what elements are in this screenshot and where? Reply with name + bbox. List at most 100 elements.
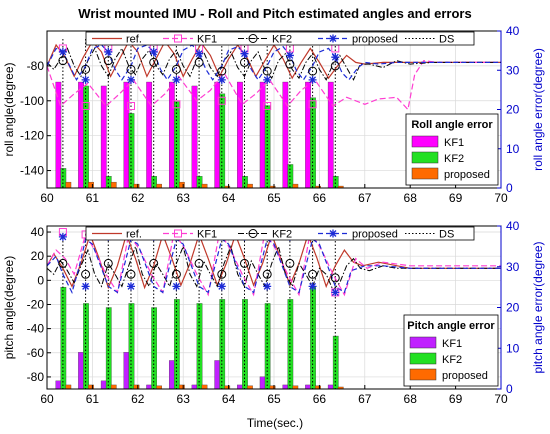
marker-kf2	[194, 57, 204, 67]
legend-marker-kf2	[248, 229, 258, 238]
marker-kf2	[149, 258, 159, 268]
marker-kf2	[81, 269, 91, 279]
error-legend-label: KF1	[442, 338, 462, 350]
error-bar-proposed	[247, 183, 253, 189]
error-bar-kf1	[146, 384, 152, 390]
x-tick-label: 62	[131, 392, 145, 406]
error-bar-kf1	[123, 352, 130, 390]
error-bar-kf2	[151, 307, 157, 390]
error-bar-proposed	[88, 181, 94, 189]
marker-kf2	[149, 57, 159, 67]
error-bar-proposed	[201, 183, 208, 189]
y-tick-label: 0	[37, 273, 44, 287]
y2-tick-label: 40	[506, 219, 520, 233]
error-legend-title: Pitch angle error	[407, 320, 495, 332]
marker-proposed	[240, 49, 249, 58]
error-bar-kf2	[60, 286, 67, 390]
y-tick-label: -40	[27, 322, 45, 336]
error-bar-kf1	[78, 81, 84, 189]
marker-kf1	[308, 100, 317, 109]
marker-proposed	[58, 232, 67, 241]
marker-proposed	[104, 47, 113, 56]
error-bar-proposed	[178, 384, 185, 390]
x-tick-label: 69	[449, 392, 463, 406]
legend-label: ref.	[126, 34, 142, 46]
legend-marker-proposed	[329, 229, 337, 238]
y-tick-label: 40	[31, 225, 45, 239]
x-tick-label: 69	[449, 191, 463, 205]
line-legend-box	[85, 31, 475, 46]
legend-label: KF1	[197, 34, 217, 46]
error-bar-proposed	[292, 183, 299, 189]
pitch-panel: 60 61 62 63 64 65 66 67 68 69 70 -80 -60 -40 -20 0 20 40 0…	[2, 219, 545, 406]
legend-marker-kf1	[174, 34, 182, 43]
marker-kf2	[330, 61, 340, 71]
error-bar-proposed	[65, 384, 72, 390]
marker-proposed	[308, 75, 317, 84]
error-bar-proposed	[110, 181, 117, 189]
marker-kf2	[103, 56, 113, 66]
y-tick-label: -60	[27, 346, 45, 360]
legend-label: proposed	[352, 34, 398, 46]
marker-kf2	[285, 258, 295, 268]
x-tick-label: 67	[358, 191, 372, 205]
line-legend-box	[85, 226, 475, 241]
error-bar-kf1	[237, 384, 243, 390]
marker-proposed	[263, 282, 272, 291]
error-legend-label: KF2	[442, 354, 462, 366]
y-tick-label: -100	[20, 94, 44, 108]
error-bar-proposed	[201, 384, 208, 390]
error-bar-proposed	[178, 181, 185, 189]
error-bar-proposed	[88, 384, 94, 390]
x-tick-label: 63	[177, 392, 191, 406]
x-tick-label: 61	[86, 191, 100, 205]
marker-kf1	[217, 96, 226, 105]
y-tick-label: 20	[31, 249, 45, 263]
marker-kf2	[217, 66, 227, 76]
marker-proposed	[217, 75, 226, 84]
x-axis-label: Time(sec.)	[247, 416, 303, 430]
marker-kf1	[126, 102, 135, 111]
marker-kf2	[262, 269, 272, 279]
x-tick-label: 61	[86, 392, 100, 406]
y-tick-label: -140	[20, 164, 44, 178]
error-bar-kf1	[305, 384, 311, 390]
legend-label: DS	[439, 34, 454, 46]
error-bar-kf1	[282, 81, 289, 189]
error-bar-kf1	[259, 81, 266, 189]
error-bar-kf2	[173, 299, 180, 390]
x-tick-label: 65	[267, 392, 281, 406]
error-bar-kf1	[168, 81, 175, 189]
legend-label: DS	[439, 229, 454, 241]
marker-proposed	[217, 282, 226, 291]
x-tick-label: 66	[313, 392, 327, 406]
y-axis-label: pitch angle(degree)	[2, 256, 16, 359]
error-bar-proposed	[65, 181, 72, 189]
error-legend-label: KF1	[444, 137, 464, 149]
legend-label: proposed	[352, 229, 398, 241]
error-bar-kf1	[100, 380, 107, 390]
marker-kf2	[217, 269, 227, 279]
error-bar-proposed	[133, 384, 140, 390]
series-line-proposed	[46, 238, 501, 295]
series-line-proposed	[46, 44, 501, 82]
x-tick-label: 60	[40, 392, 54, 406]
error-bar-kf1	[123, 81, 130, 189]
error-legend-label: proposed	[444, 169, 490, 181]
series-line-kf2	[46, 244, 501, 291]
x-tick-label: 67	[358, 392, 372, 406]
legend-label: ref.	[126, 229, 142, 241]
marker-proposed	[126, 75, 135, 84]
y-tick-label: -20	[27, 297, 45, 311]
error-bar-proposed	[156, 183, 162, 189]
marker-proposed	[308, 282, 317, 291]
y-tick-label: -120	[20, 129, 44, 143]
error-bar-kf1	[305, 81, 311, 189]
error-bar-kf1	[259, 376, 266, 390]
x-tick-label: 70	[494, 191, 508, 205]
marker-proposed	[263, 75, 272, 84]
error-bar-kf2	[310, 97, 316, 189]
error-bar-proposed	[133, 183, 140, 189]
series-line-kf1	[46, 230, 501, 297]
error-bar-kf1	[146, 81, 152, 189]
